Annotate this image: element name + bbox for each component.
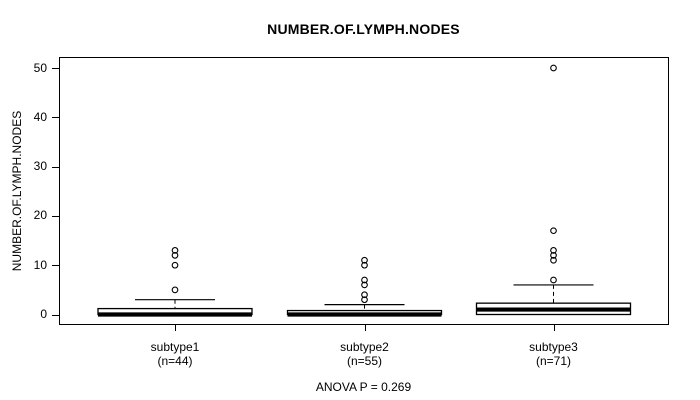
x-category-label-subtype3: subtype3 (n=71) <box>484 340 624 368</box>
y-tick-label: 30 <box>33 159 47 174</box>
outlier-point <box>550 247 557 254</box>
y-tick-label: 50 <box>33 60 47 75</box>
y-tick-label: 0 <box>40 307 47 321</box>
outlier-point <box>550 276 557 284</box>
x-category-label-subtype1: subtype1 (n=44) <box>105 340 245 368</box>
outlier-point <box>361 256 368 264</box>
plot-frame <box>59 57 669 325</box>
x-category-n: (n=44) <box>157 354 193 368</box>
x-category-name: subtype1 <box>150 340 200 354</box>
outlier-point <box>171 261 179 269</box>
x-category-label-subtype2: subtype2 (n=55) <box>295 340 435 368</box>
outlier-point <box>361 281 368 289</box>
outlier-point <box>361 261 368 269</box>
outlier-point <box>171 247 179 254</box>
outlier-point <box>171 286 179 294</box>
y-tick-label: 10 <box>33 257 47 272</box>
outlier-point <box>171 251 179 259</box>
outlier-point <box>550 256 557 264</box>
outlier-point <box>361 276 368 284</box>
y-axis-label: NUMBER.OF.LYMPH.NODES <box>10 110 24 272</box>
x-category-name: subtype2 <box>340 340 389 354</box>
outlier-point <box>361 296 368 304</box>
outlier-point <box>361 291 368 299</box>
x-category-name: subtype3 <box>529 340 578 354</box>
y-tick-label: 20 <box>33 208 47 223</box>
outlier-point <box>550 64 557 72</box>
outlier-point <box>550 251 557 259</box>
x-category-n: (n=71) <box>535 354 572 368</box>
x-category-n: (n=55) <box>346 354 383 368</box>
outlier-point <box>550 227 557 235</box>
chart-title: NUMBER.OF.LYMPH.NODES <box>267 21 460 37</box>
y-tick-label: 40 <box>33 109 47 124</box>
anova-p-value-text: ANOVA P = 0.269 <box>315 380 412 394</box>
